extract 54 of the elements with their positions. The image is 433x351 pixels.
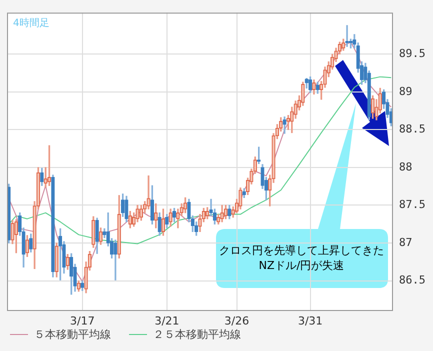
- candlestick: [136, 204, 140, 222]
- candlestick: [7, 184, 11, 244]
- candlestick: [117, 195, 121, 258]
- candlestick: [25, 235, 30, 257]
- candlestick: [92, 216, 96, 248]
- annotation: 4時間足: [13, 16, 50, 30]
- y-tick-label: 86.5: [399, 274, 426, 287]
- candlestick: [95, 218, 99, 254]
- candlestick: [228, 204, 232, 220]
- x-tick-label: 3/21: [154, 314, 180, 328]
- y-tick-label: 88.5: [399, 122, 426, 136]
- candlestick: [76, 280, 81, 292]
- y-tick-label: 87: [399, 236, 412, 249]
- candlestick: [146, 175, 150, 210]
- candlestick: [150, 185, 154, 224]
- y-tick-label: 87.5: [399, 198, 426, 212]
- legend-label: ２５本移動平均線: [152, 327, 241, 342]
- candlestick: [161, 208, 166, 236]
- candlestick: [124, 196, 128, 222]
- candlestick: [14, 219, 18, 254]
- candlestick: [114, 240, 118, 280]
- candlestick: [54, 242, 58, 278]
- candlestick: [238, 188, 242, 210]
- candlestick: [183, 197, 188, 214]
- candlestick: [128, 210, 132, 228]
- y-tick-label: 89: [399, 84, 412, 98]
- candlestick: [282, 116, 286, 134]
- candlestick: [224, 204, 228, 220]
- candlestick: [220, 204, 224, 222]
- candlestick: [29, 234, 33, 252]
- legend-label: ５本移動平均線: [33, 327, 111, 342]
- y-tick-label: 88: [399, 160, 412, 174]
- candlestick: [66, 254, 70, 270]
- x-tick-label: 3/17: [70, 314, 95, 328]
- candlestick: [342, 38, 346, 51]
- candlestick: [70, 253, 74, 295]
- candlestick: [345, 25, 349, 47]
- candlestick: [51, 174, 55, 278]
- candlestick: [370, 95, 375, 119]
- candlestick: [98, 228, 103, 245]
- candlestick: [165, 214, 169, 228]
- candlestick: [80, 280, 84, 291]
- annotation: クロス円を先導して上昇してきた NZドル/円が失速: [218, 243, 385, 274]
- candlestick: [158, 212, 162, 236]
- candlestick: [312, 80, 316, 95]
- candlestick: [348, 38, 353, 48]
- candlestick: [139, 204, 144, 221]
- candlestick: [120, 194, 125, 217]
- candlestick: [308, 76, 312, 94]
- candlestick: [40, 168, 44, 186]
- candlestick: [58, 228, 62, 280]
- y-tick-label: 89.5: [399, 47, 426, 60]
- x-tick-label: 3/31: [298, 314, 323, 328]
- x-tick-label: 3/26: [224, 314, 250, 328]
